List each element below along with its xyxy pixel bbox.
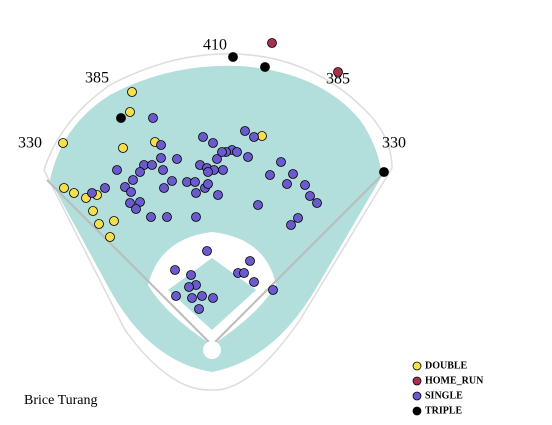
hit-point: [293, 213, 303, 223]
hit-point: [87, 188, 97, 198]
home-plate-area: [203, 341, 221, 359]
hit-point: [116, 113, 126, 123]
hit-point: [203, 167, 213, 177]
hit-point: [59, 183, 69, 193]
hit-point: [312, 198, 322, 208]
hit-point: [300, 180, 310, 190]
hit-point: [100, 183, 110, 193]
hit-point: [88, 206, 98, 216]
hit-point: [265, 170, 275, 180]
legend-label: HOME_RUN: [425, 375, 484, 386]
hit-point: [217, 147, 227, 157]
fence-distance: 385: [326, 71, 350, 88]
hit-point: [232, 147, 242, 157]
hit-point: [239, 268, 249, 278]
hit-point: [128, 175, 138, 185]
fence-distance: 410: [203, 37, 227, 54]
hit-point: [58, 138, 68, 148]
hit-point: [218, 165, 228, 175]
hit-point: [268, 285, 278, 295]
hit-point: [162, 212, 172, 222]
hit-point: [379, 167, 389, 177]
hit-point: [202, 246, 212, 256]
hit-point: [249, 132, 259, 142]
hit-point: [167, 176, 177, 186]
hit-point: [186, 270, 196, 280]
hit-point: [191, 188, 201, 198]
hit-point: [194, 304, 204, 314]
hit-point: [228, 52, 238, 62]
hit-point: [197, 291, 207, 301]
hit-point: [109, 216, 119, 226]
hit-point: [249, 277, 259, 287]
foul-line: [211, 173, 384, 346]
hit-point: [127, 87, 137, 97]
hit-point: [171, 291, 181, 301]
hit-point: [146, 212, 156, 222]
hit-point: [203, 179, 213, 189]
legend-swatch: [412, 361, 422, 371]
hit-point: [112, 165, 122, 175]
hit-point: [245, 256, 255, 266]
hit-point: [131, 204, 141, 214]
legend-swatch: [412, 391, 422, 401]
hit-point: [276, 157, 286, 167]
hit-point: [159, 183, 169, 193]
hit-point: [148, 113, 158, 123]
hit-point: [105, 232, 115, 242]
hit-point: [187, 293, 197, 303]
hit-point: [267, 38, 277, 48]
hit-point: [190, 177, 200, 187]
hit-point: [208, 293, 218, 303]
hit-point: [286, 220, 296, 230]
hit-point: [118, 143, 128, 153]
foul-line: [46, 179, 213, 346]
fence-distance: 330: [18, 135, 42, 152]
hit-point: [184, 282, 194, 292]
hit-point: [213, 190, 223, 200]
legend-swatch: [412, 376, 422, 386]
fence-distance: 330: [382, 135, 406, 152]
hit-point: [135, 167, 145, 177]
hit-point: [333, 67, 343, 77]
hit-point: [305, 191, 315, 201]
hit-point: [126, 187, 136, 197]
hit-point: [125, 198, 135, 208]
hit-point: [243, 152, 253, 162]
hit-point: [257, 131, 267, 141]
hit-point: [288, 169, 298, 179]
hit-point: [147, 160, 157, 170]
hit-point: [208, 138, 218, 148]
hit-point: [94, 219, 104, 229]
legend-label: DOUBLE: [425, 360, 468, 371]
hit-point: [198, 132, 208, 142]
hit-point: [282, 179, 292, 189]
hit-point: [125, 107, 135, 117]
legend-swatch: [412, 406, 422, 416]
hit-point: [156, 153, 166, 163]
legend-label: SINGLE: [425, 390, 463, 401]
fence-distance: 385: [85, 70, 109, 87]
hit-point: [240, 126, 250, 136]
legend-label: TRIPLE: [425, 405, 463, 416]
hit-point: [191, 212, 201, 222]
player-name: Brice Turang: [24, 393, 98, 408]
hit-point: [253, 200, 263, 210]
hit-point: [172, 154, 182, 164]
hit-point: [156, 140, 166, 150]
hit-point: [212, 154, 222, 164]
hit-point: [260, 62, 270, 72]
hit-point: [69, 188, 79, 198]
hit-point: [158, 165, 168, 175]
hit-point: [170, 265, 180, 275]
outfield-grass: [50, 65, 382, 372]
